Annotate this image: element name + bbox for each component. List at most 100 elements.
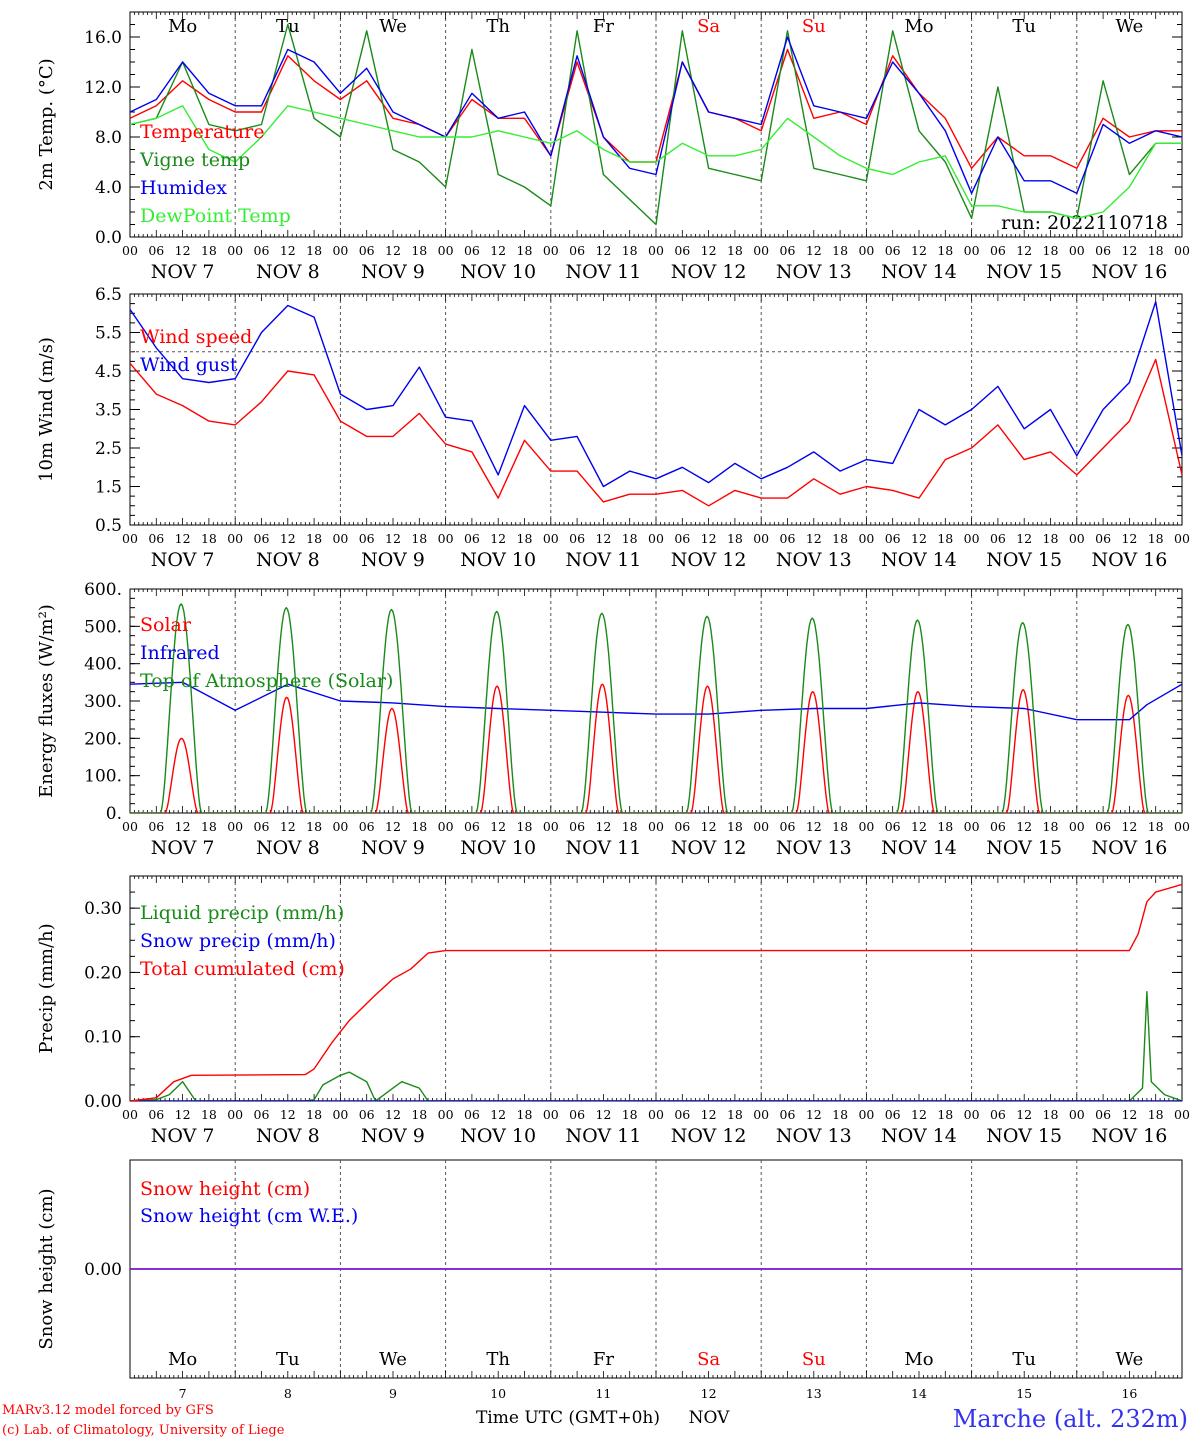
panel-frame	[129, 11, 1183, 238]
day-number: 9	[389, 1386, 397, 1401]
day-label: NOV 13	[776, 1125, 852, 1147]
hour-label: 00	[543, 1107, 559, 1122]
hour-label: 06	[674, 1107, 690, 1122]
y-tick-label: 8.0	[95, 128, 122, 148]
weekday-label: Fr	[593, 16, 614, 37]
day-label: NOV 7	[151, 1125, 215, 1147]
weekday-label: We	[1116, 1349, 1144, 1370]
weekday-label: Tu	[276, 1349, 300, 1370]
hour-label: 18	[727, 819, 743, 834]
hour-label: 06	[885, 819, 901, 834]
legend-entry: Snow precip (mm/h)	[140, 930, 336, 952]
hour-label: 00	[227, 819, 243, 834]
hour-label: 06	[885, 531, 901, 546]
hour-label: 00	[648, 243, 664, 258]
weekday-label: Mo	[168, 16, 197, 37]
footer-credit-line2: (c) Lab. of Climatology, University of L…	[2, 1423, 285, 1438]
hour-label: 12	[595, 531, 611, 546]
hour-label: 12	[701, 531, 717, 546]
hour-label: 12	[595, 1107, 611, 1122]
hour-label: 00	[122, 243, 138, 258]
hour-label: 00	[227, 243, 243, 258]
hour-label: 12	[175, 531, 191, 546]
hour-label: 18	[411, 531, 427, 546]
day-label: NOV 16	[1091, 1125, 1167, 1147]
day-label: NOV 14	[881, 261, 957, 283]
day-label: NOV 16	[1091, 549, 1167, 571]
legend-entry: Top of Atmosphere (Solar)	[140, 670, 393, 692]
station-label: Marche (alt. 232m)	[953, 1405, 1188, 1433]
hour-label: 18	[201, 243, 217, 258]
hour-label: 12	[280, 531, 296, 546]
hour-label: 00	[964, 531, 980, 546]
day-label: NOV 16	[1091, 837, 1167, 859]
day-label: NOV 15	[986, 837, 1062, 859]
hour-label: 18	[411, 243, 427, 258]
day-label: NOV 8	[256, 1125, 320, 1147]
hour-label: 12	[490, 1107, 506, 1122]
day-label: NOV 12	[671, 837, 747, 859]
hour-label: 00	[1069, 1107, 1085, 1122]
y-tick-label: 0.30	[84, 899, 122, 919]
y-tick-label: 0.00	[84, 1260, 122, 1280]
series-line-dewpoint-temp	[130, 105, 1182, 220]
hour-label: 06	[780, 243, 796, 258]
y-tick-label: 1.5	[95, 478, 122, 498]
day-number: 11	[595, 1386, 611, 1401]
y-axis-label: 2m Temp. (°C)	[36, 58, 57, 190]
x-axis-title: Time UTC (GMT+0h)	[476, 1408, 660, 1428]
day-label: NOV 10	[460, 1125, 536, 1147]
hour-label: 12	[490, 531, 506, 546]
hour-label: 06	[885, 243, 901, 258]
hour-label: 00	[332, 531, 348, 546]
hour-label: 12	[595, 243, 611, 258]
day-label: NOV 12	[671, 261, 747, 283]
hour-label: 18	[201, 1107, 217, 1122]
day-label: NOV 7	[151, 837, 215, 859]
series-line-wind-gust	[130, 301, 1182, 488]
hour-label: 18	[1148, 1107, 1164, 1122]
y-tick-label: 100.	[84, 767, 122, 787]
hour-label: 12	[175, 819, 191, 834]
hour-label: 00	[438, 531, 454, 546]
hour-label: 00	[1174, 819, 1190, 834]
day-label: NOV 10	[460, 549, 536, 571]
hour-label: 18	[517, 819, 533, 834]
hour-label: 18	[306, 1107, 322, 1122]
hour-label: 06	[1095, 1107, 1111, 1122]
hour-label: 00	[1069, 531, 1085, 546]
hour-label: 12	[806, 819, 822, 834]
series-group	[130, 603, 1182, 813]
day-label: NOV 13	[776, 837, 852, 859]
hour-label: 12	[701, 819, 717, 834]
hour-label: 00	[858, 243, 874, 258]
hour-label: 18	[201, 531, 217, 546]
hour-label: 18	[1148, 531, 1164, 546]
day-label: NOV 10	[460, 261, 536, 283]
hour-label: 18	[306, 819, 322, 834]
hour-label: 00	[438, 243, 454, 258]
panel-3: 0. 100. 200. 300. 400. 500. 600. Energy fluxes …	[36, 580, 1190, 859]
panel-4: 0.00 0.10 0.20 0.30 Precip (mm/h) 00 06 12 18 00 0…	[36, 875, 1190, 1147]
day-label: NOV 9	[361, 837, 425, 859]
legend-entry: Wind speed	[140, 326, 252, 348]
day-label: NOV 13	[776, 549, 852, 571]
y-axis-label: Energy fluxes (W/m²)	[36, 604, 57, 798]
weekday-label: Su	[802, 1349, 826, 1370]
hour-label: 06	[780, 819, 796, 834]
hour-label: 00	[753, 1107, 769, 1122]
day-label: NOV 11	[565, 549, 641, 571]
hour-label: 12	[911, 1107, 927, 1122]
hour-label: 06	[359, 819, 375, 834]
hour-label: 06	[254, 531, 270, 546]
day-label: NOV 8	[256, 549, 320, 571]
day-label: NOV 11	[565, 261, 641, 283]
hour-label: 00	[122, 531, 138, 546]
hour-label: 06	[990, 531, 1006, 546]
hour-label: 18	[832, 243, 848, 258]
hour-label: 06	[674, 531, 690, 546]
legend-entry: Snow height (cm)	[140, 1178, 310, 1200]
y-axis-label: Snow height (cm)	[36, 1188, 57, 1349]
hour-label: 18	[306, 243, 322, 258]
